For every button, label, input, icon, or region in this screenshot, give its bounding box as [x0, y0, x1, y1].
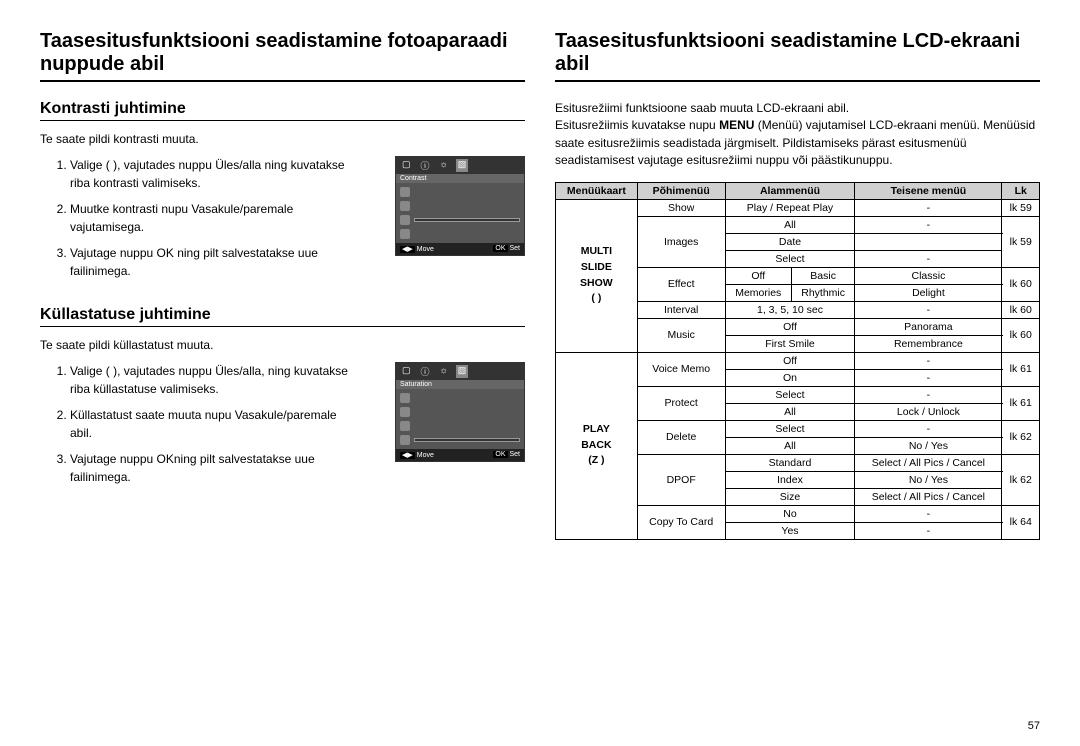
menu-tab: PLAYBACK(Z ) [556, 352, 638, 539]
lcd-preview-contrast: ▢ⓘ☼▧ Contrast ◀▶ Move OK Set [395, 156, 525, 256]
secondary-menu: - [855, 522, 1002, 539]
secondary-menu: - [855, 199, 1002, 216]
main-menu: Show [637, 199, 725, 216]
secondary-menu: - [855, 386, 1002, 403]
secondary-menu: - [855, 369, 1002, 386]
page-ref: lk 64 [1002, 505, 1040, 539]
submenu: Select [725, 420, 855, 437]
page-ref: lk 62 [1002, 420, 1040, 454]
left-title: Taasesitusfunktsiooni seadistamine fotoa… [40, 30, 525, 82]
section2-intro: Te saate pildi küllastatust muuta. [40, 337, 525, 354]
secondary-menu: - [855, 505, 1002, 522]
submenu: First Smile [725, 335, 855, 352]
submenu: Select [725, 250, 855, 267]
step: Valige ( ), vajutades nuppu Üles/alla ni… [70, 156, 350, 192]
secondary-menu: Select / All Pics / Cancel [855, 454, 1002, 471]
page-ref: lk 60 [1002, 318, 1040, 352]
page-ref: lk 59 [1002, 216, 1040, 267]
right-intro: Esitusrežiimi funktsioone saab muuta LCD… [555, 100, 1040, 170]
th: Alammenüü [725, 182, 855, 199]
submenu: Off [725, 352, 855, 369]
step: Vajutage nuppu OKning pilt salvestatakse… [70, 450, 350, 486]
th: Põhimenüü [637, 182, 725, 199]
submenu: All [725, 403, 855, 420]
page-ref: lk 61 [1002, 352, 1040, 386]
main-menu: Protect [637, 386, 725, 420]
submenu: Yes [725, 522, 855, 539]
section1-heading: Kontrasti juhtimine [40, 100, 525, 121]
secondary-menu: Lock / Unlock [855, 403, 1002, 420]
secondary-menu: - [855, 301, 1002, 318]
submenu: Play / Repeat Play [725, 199, 855, 216]
section2-steps: Valige ( ), vajutades nuppu Üles/alla, n… [40, 362, 385, 486]
left-column: Taasesitusfunktsiooni seadistamine fotoa… [40, 30, 525, 540]
submenu: Size [725, 488, 855, 505]
menu-tab: MULTISLIDESHOW( ) [556, 199, 638, 352]
section1-steps: Valige ( ), vajutades nuppu Üles/alla ni… [40, 156, 385, 280]
secondary-menu: - [855, 216, 1002, 233]
secondary-menu: Select / All Pics / Cancel [855, 488, 1002, 505]
submenu: Date [725, 233, 855, 250]
secondary-menu [855, 233, 1002, 250]
main-menu: Voice Memo [637, 352, 725, 386]
main-menu: DPOF [637, 454, 725, 505]
submenu: 1, 3, 5, 10 sec [725, 301, 855, 318]
step: Muutke kontrasti nupu Vasakule/paremale … [70, 200, 350, 236]
page-ref: lk 60 [1002, 301, 1040, 318]
secondary-menu: Remembrance [855, 335, 1002, 352]
right-title: Taasesitusfunktsiooni seadistamine LCD-e… [555, 30, 1040, 82]
submenu: All [725, 216, 855, 233]
th: Lk [1002, 182, 1040, 199]
secondary-menu: Panorama [855, 318, 1002, 335]
submenu: Standard [725, 454, 855, 471]
page-ref: lk 60 [1002, 267, 1040, 301]
secondary-menu: No / Yes [855, 437, 1002, 454]
secondary-menu: - [855, 250, 1002, 267]
submenu: All [725, 437, 855, 454]
page-number: 57 [1028, 720, 1040, 732]
step: Valige ( ), vajutades nuppu Üles/alla, n… [70, 362, 350, 398]
main-menu: Images [637, 216, 725, 267]
th: Teisene menüü [855, 182, 1002, 199]
submenu: No [725, 505, 855, 522]
page-ref: lk 61 [1002, 386, 1040, 420]
secondary-menu: - [855, 352, 1002, 369]
main-menu: Music [637, 318, 725, 352]
secondary-menu: No / Yes [855, 471, 1002, 488]
submenu: On [725, 369, 855, 386]
th: Menüükaart [556, 182, 638, 199]
main-menu: Effect [637, 267, 725, 301]
section1-intro: Te saate pildi kontrasti muuta. [40, 131, 525, 148]
menu-table: Menüükaart Põhimenüü Alammenüü Teisene m… [555, 182, 1040, 540]
step: Vajutage nuppu OK ning pilt salvestataks… [70, 244, 350, 280]
main-menu: Interval [637, 301, 725, 318]
lcd-label: Saturation [396, 380, 524, 389]
main-menu: Copy To Card [637, 505, 725, 539]
page-ref: lk 59 [1002, 199, 1040, 216]
lcd-label: Contrast [396, 174, 524, 183]
right-column: Taasesitusfunktsiooni seadistamine LCD-e… [555, 30, 1040, 540]
submenu: Index [725, 471, 855, 488]
submenu: Select [725, 386, 855, 403]
secondary-menu: - [855, 420, 1002, 437]
main-menu: Delete [637, 420, 725, 454]
page-ref: lk 62 [1002, 454, 1040, 505]
submenu: Off [725, 318, 855, 335]
lcd-preview-saturation: ▢ⓘ☼▧ Saturation ◀▶ Move OK Set [395, 362, 525, 462]
step: Küllastatust saate muuta nupu Vasakule/p… [70, 406, 350, 442]
section2-heading: Küllastatuse juhtimine [40, 306, 525, 327]
